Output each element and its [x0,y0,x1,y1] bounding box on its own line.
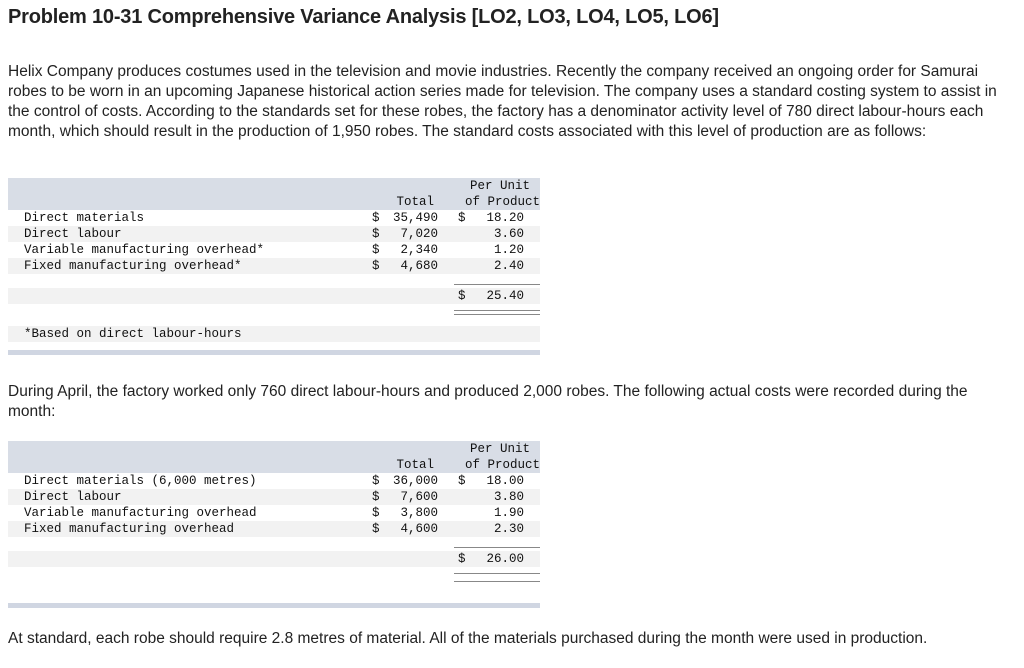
header-per-unit: Per Unit [469,442,530,456]
table-row: Direct materials (6,000 metres) $ 36,000… [8,473,540,489]
spacer-row [8,589,540,603]
row-per-unit: 1.20 [493,243,524,257]
footnote: *Based on direct labour-hours [24,327,242,341]
header-total: Total [396,195,434,209]
table-row: Direct labour $ 7,600 3.80 [8,489,540,505]
standard-cost-table: Total Per Unit of Product Direct materia… [8,178,540,355]
table-row: Fixed manufacturing overhead* $ 4,680 2.… [8,258,540,274]
total-per-unit: 26.00 [486,552,524,566]
table-row: Variable manufacturing overhead* $ 2,340… [8,242,540,258]
header-of-product: of Product [464,458,540,472]
row-total: 7,020 [400,227,438,241]
row-total: 3,800 [400,506,438,520]
double-rule-bottom [454,581,540,582]
spacer-row [8,342,540,350]
dollar-sign: $ [372,506,380,520]
dollar-sign: $ [372,211,380,225]
row-per-unit: 3.60 [493,227,524,241]
dollar-sign: $ [372,522,380,536]
row-per-unit: 2.40 [493,259,524,273]
dollar-sign: $ [372,227,380,241]
spacer-row [8,567,540,589]
table-header: Total Per Unit of Product [8,441,540,473]
dollar-sign: $ [372,490,380,504]
row-label: Direct materials (6,000 metres) [24,474,257,488]
row-label: Direct materials [24,211,145,225]
row-per-unit: 3.80 [493,490,524,504]
closing-paragraph: At standard, each robe should require 2.… [8,630,928,647]
row-label: Direct labour [24,227,122,241]
row-label: Direct labour [24,490,122,504]
row-total: 7,600 [400,490,438,504]
row-total: 2,340 [400,243,438,257]
total-row: $ 25.40 [8,288,540,304]
spacer-row [8,304,540,326]
dollar-sign: $ [372,259,380,273]
dollar-sign: $ [458,289,466,303]
row-per-unit: 2.30 [493,522,524,536]
header-per-unit: Per Unit [469,179,530,193]
double-rule-bottom [454,314,540,315]
row-label: Variable manufacturing overhead* [24,243,265,257]
table-header: Total Per Unit of Product [8,178,540,210]
table-footer-band [8,603,540,608]
row-total: 36,000 [392,474,438,488]
row-per-unit: 18.20 [486,211,524,225]
subtotal-rule [454,547,540,548]
dollar-sign: $ [458,474,466,488]
spacer-row [8,274,540,288]
double-rule-top [454,573,540,574]
april-paragraph: During April, the factory worked only 76… [8,383,968,420]
actual-cost-table: Total Per Unit of Product Direct materia… [8,441,540,608]
table-footer-band [8,350,540,355]
dollar-sign: $ [458,211,466,225]
dollar-sign: $ [458,552,466,566]
row-per-unit: 18.00 [486,474,524,488]
row-total: 35,490 [392,211,438,225]
row-per-unit: 1.90 [493,506,524,520]
dollar-sign: $ [372,474,380,488]
subtotal-rule [454,284,540,285]
row-label: Fixed manufacturing overhead [24,522,235,536]
header-of-product: of Product [464,195,540,209]
table-row: Variable manufacturing overhead $ 3,800 … [8,505,540,521]
dollar-sign: $ [372,243,380,257]
total-per-unit: 25.40 [486,289,524,303]
row-label: Variable manufacturing overhead [24,506,257,520]
table-row: Direct labour $ 7,020 3.60 [8,226,540,242]
row-label: Fixed manufacturing overhead* [24,259,242,273]
row-total: 4,600 [400,522,438,536]
problem-title: Problem 10-31 Comprehensive Variance Ana… [8,6,719,28]
spacer-row [8,537,540,551]
table-row: Direct materials $ 35,490 $ 18.20 [8,210,540,226]
row-total: 4,680 [400,259,438,273]
total-row: $ 26.00 [8,551,540,567]
table-row: Fixed manufacturing overhead $ 4,600 2.3… [8,521,540,537]
header-total: Total [396,458,434,472]
double-rule-top [454,310,540,311]
intro-paragraph: Helix Company produces costumes used in … [8,63,997,140]
footnote-row: *Based on direct labour-hours [8,326,540,342]
